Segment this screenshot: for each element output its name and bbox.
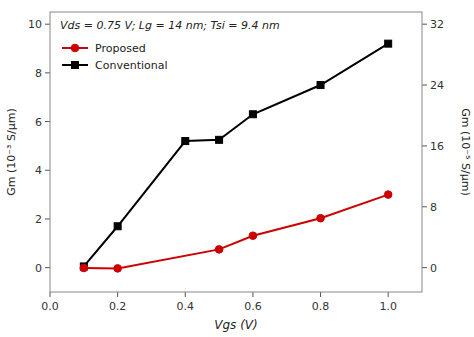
plot-area: [50, 12, 422, 292]
y-axis-label: Gm (10⁻³ S/μm): [5, 108, 18, 195]
x-tick: [185, 292, 186, 297]
x-tick: [50, 292, 51, 297]
data-point: [80, 264, 88, 272]
plot-frame: [50, 12, 422, 292]
x-tick: [117, 292, 118, 297]
axes: 0.00.20.40.60.81.0024681008162432: [28, 18, 444, 313]
x-tick-label: 0.2: [109, 300, 127, 313]
data-point: [249, 111, 256, 118]
data-point: [182, 138, 189, 145]
data-point: [114, 265, 122, 273]
series-line: [84, 44, 388, 267]
annotation: Vds = 0.75 V; Lg = 14 nm; Tsi = 9.4 nm: [60, 19, 280, 32]
y-tick: [45, 170, 50, 171]
y-tick-label: 2: [35, 213, 42, 226]
legend-label: Conventional: [95, 59, 168, 72]
y2-axis-label: Gm (10⁻⁵ S/μm): [459, 108, 472, 195]
y2-tick: [422, 145, 427, 146]
data-point: [216, 136, 223, 143]
data-point: [215, 246, 223, 254]
y2-tick-label: 16: [430, 140, 444, 153]
y-tick-label: 0: [35, 262, 42, 275]
y-tick: [45, 72, 50, 73]
data-point: [317, 214, 325, 222]
chart: 0.00.20.40.60.81.0024681008162432Vgs (V)…: [0, 0, 474, 337]
data-point: [249, 232, 257, 240]
y2-tick: [422, 85, 427, 86]
x-tick-label: 0.6: [244, 300, 262, 313]
x-tick: [388, 292, 389, 297]
legend-label: Proposed: [95, 42, 146, 55]
x-tick: [320, 292, 321, 297]
y-tick-label: 4: [35, 164, 42, 177]
y-tick: [45, 267, 50, 268]
legend-marker: [72, 62, 79, 69]
y2-tick-label: 32: [430, 18, 444, 31]
data-point: [385, 40, 392, 47]
legend: Proposed Conventional: [62, 42, 168, 72]
y2-tick-label: 0: [430, 262, 437, 275]
x-tick-label: 0.0: [41, 300, 59, 313]
x-tick: [252, 292, 253, 297]
y-tick: [45, 24, 50, 25]
y2-tick: [422, 206, 427, 207]
legend-marker: [71, 44, 79, 52]
y-tick-label: 6: [35, 116, 42, 129]
y-tick: [45, 121, 50, 122]
legend-item: Proposed: [62, 42, 146, 55]
y-tick: [45, 218, 50, 219]
y2-tick-label: 8: [430, 201, 437, 214]
y2-tick: [422, 267, 427, 268]
x-axis-label: Vgs (V): [214, 318, 257, 332]
series-0: [80, 191, 392, 272]
data-layer: [80, 40, 392, 272]
data-point: [317, 82, 324, 89]
y-tick-label: 10: [28, 18, 42, 31]
y2-tick: [422, 24, 427, 25]
data-point: [384, 191, 392, 199]
series-1: [80, 40, 391, 270]
y2-tick-label: 24: [430, 79, 444, 92]
x-tick-label: 0.8: [312, 300, 330, 313]
data-point: [114, 223, 121, 230]
x-tick-label: 1.0: [379, 300, 397, 313]
y-tick-label: 8: [35, 67, 42, 80]
legend-item: Conventional: [62, 59, 168, 72]
x-tick-label: 0.4: [177, 300, 195, 313]
series-line: [84, 195, 388, 269]
